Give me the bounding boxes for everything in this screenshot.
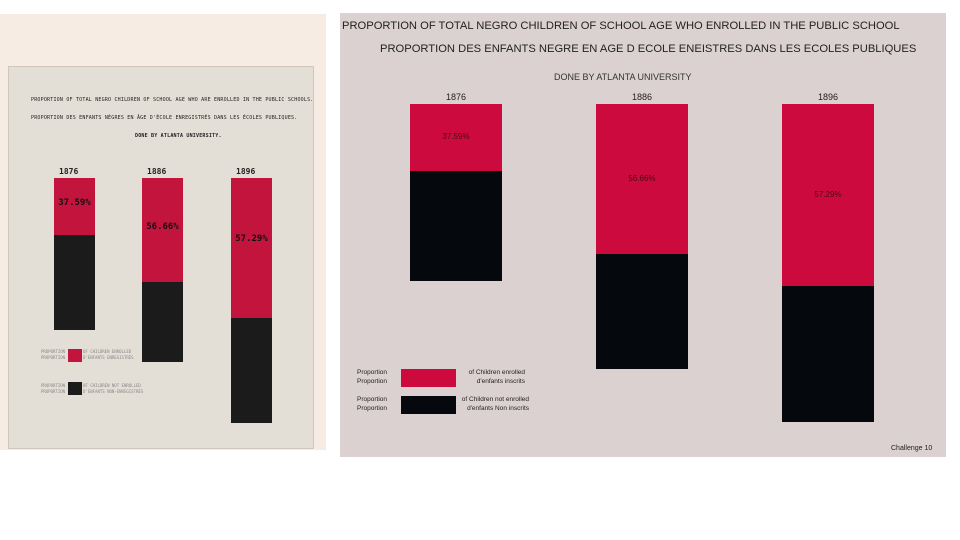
stacked-bar: 56.66% <box>596 104 688 369</box>
original-not-enrolled-segment <box>231 318 272 423</box>
enrolled-segment <box>782 104 874 287</box>
legend-proportion-1: Proportion Proportion <box>357 369 387 385</box>
challenge-caption: Challenge 10 <box>891 445 933 452</box>
original-year-label: 1896 <box>236 167 256 176</box>
original-legend-enrolled-en: OF CHILDREN ENROLLED <box>83 349 132 354</box>
original-data-label: 57.29% <box>235 234 268 244</box>
original-legend-prop-2: PROPORTION <box>41 355 66 360</box>
original-data-label: 56.66% <box>146 222 179 232</box>
legend-proportion-2: Proportion Proportion <box>357 396 387 412</box>
original-chart-paper: PROPORTION OF TOTAL NEGRO CHILDREN OF SC… <box>8 66 314 449</box>
original-enrolled-segment <box>142 178 183 283</box>
year-label: 1896 <box>817 92 839 102</box>
recreation-chart-panel: PROPORTION OF TOTAL NEGRO CHILDREN OF SC… <box>340 13 946 457</box>
not-enrolled-segment <box>410 170 502 281</box>
original-legend-not-enrolled-fr: D'ENFANTS NON-ENREGISTRÉS <box>83 389 144 394</box>
not-enrolled-segment <box>782 286 874 422</box>
original-not-enrolled-segment <box>54 235 95 330</box>
original-year-label: 1876 <box>59 167 79 176</box>
original-legend-enrolled-fr: D'ENFANTS ENREGISTRÉS <box>83 355 134 360</box>
not-enrolled-segment <box>596 254 688 369</box>
original-credit: DONE BY ATLANTA UNIVERSITY. <box>135 133 222 139</box>
original-year-label: 1886 <box>147 167 167 176</box>
original-legend-prop-3: PROPORTION <box>41 383 66 388</box>
data-label: 56.66% <box>628 174 656 184</box>
recreation-title-fr: PROPORTION DES ENFANTS NEGRE EN AGE D EC… <box>380 43 917 55</box>
data-label: 57.29% <box>814 190 842 200</box>
legend-not-enrolled-text: of Children not enrolled d'enfants Non i… <box>461 396 529 412</box>
original-legend-prop-1: PROPORTION <box>41 349 66 354</box>
original-title-en: PROPORTION OF TOTAL NEGRO CHILDREN OF SC… <box>31 97 314 103</box>
legend-enrolled-text: of Children enrolled d'enfants inscrits <box>468 369 525 385</box>
legend-not-enrolled-swatch <box>401 396 456 414</box>
original-bar: 56.66% <box>142 178 183 362</box>
original-bar: 57.29% <box>231 178 272 423</box>
original-legend-prop-4: PROPORTION <box>41 389 66 394</box>
recreation-subtitle: DONE BY ATLANTA UNIVERSITY <box>554 72 692 82</box>
original-enrolled-segment <box>54 178 95 236</box>
original-chart-panel: PROPORTION OF TOTAL NEGRO CHILDREN OF SC… <box>0 14 326 450</box>
recreation-title-en: PROPORTION OF TOTAL NEGRO CHILDREN OF SC… <box>342 20 900 32</box>
original-title-fr: PROPORTION DES ENFANTS NÈGRES EN ÂGE D'É… <box>31 115 298 121</box>
original-enrolled-segment <box>231 178 272 319</box>
original-data-label: 37.59% <box>58 198 91 208</box>
original-not-enrolled-segment <box>142 282 183 362</box>
original-legend-enrolled-swatch <box>68 349 82 362</box>
enrolled-segment <box>596 104 688 255</box>
year-label: 1886 <box>631 92 653 102</box>
enrolled-segment <box>410 104 502 171</box>
year-label: 1876 <box>445 92 467 102</box>
original-legend-not-enrolled-en: OF CHILDREN NOT ENROLLED <box>83 383 141 388</box>
stacked-bar: 57.29% <box>782 104 874 422</box>
stacked-bar: 37.59% <box>410 104 502 281</box>
original-bar: 37.59% <box>54 178 95 330</box>
legend-enrolled-swatch <box>401 369 456 387</box>
data-label: 37.59% <box>442 132 470 142</box>
original-legend-not-enrolled-swatch <box>68 382 82 395</box>
